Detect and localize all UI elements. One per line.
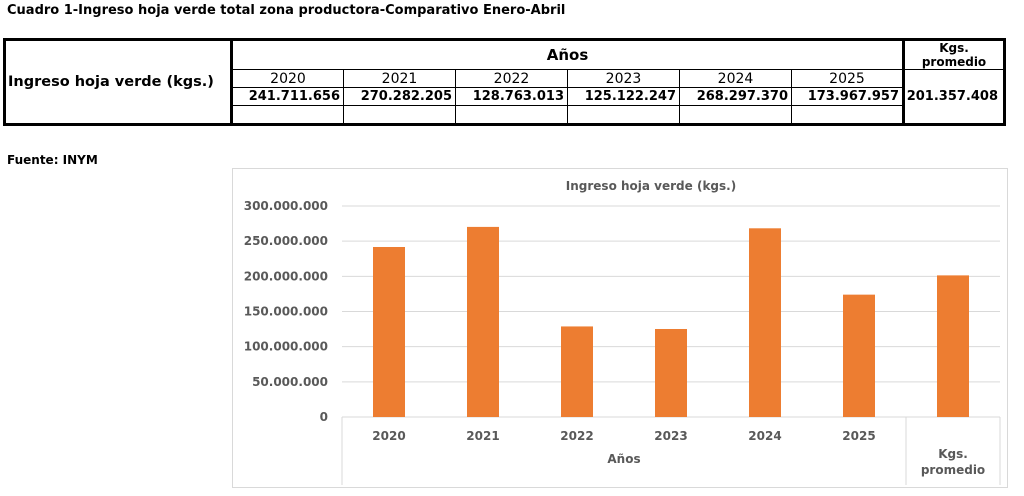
y-tick-label: 200.000.000 xyxy=(244,269,328,283)
y-tick-label: 50.000.000 xyxy=(252,375,328,389)
value-cell: 268.297.370 xyxy=(679,87,792,106)
header-years: Años xyxy=(230,38,904,70)
bar xyxy=(843,294,875,417)
year-cell: 2024 xyxy=(679,69,792,88)
value-cell: 270.282.205 xyxy=(343,87,456,106)
y-tick-label: 0 xyxy=(320,410,328,424)
bar xyxy=(937,275,969,417)
empty-cell xyxy=(679,105,792,126)
value-cell: 128.763.013 xyxy=(455,87,568,106)
empty-cell xyxy=(343,105,456,126)
empty-cell xyxy=(567,105,680,126)
bar xyxy=(561,326,593,417)
x-tick-label: 2025 xyxy=(842,429,875,443)
year-cell: 2021 xyxy=(343,69,456,88)
header-avg: Kgs. promedio xyxy=(902,38,1006,70)
avg-value: 201.357.408 xyxy=(902,69,1006,126)
empty-cell xyxy=(791,105,904,126)
source-note: Fuente: INYM xyxy=(7,153,98,167)
bar xyxy=(467,226,499,417)
bar xyxy=(655,328,687,417)
value-cell: 241.711.656 xyxy=(230,87,344,106)
x-tick-label: 2021 xyxy=(466,429,499,443)
x-group-label: promedio xyxy=(921,463,985,477)
row-label: Ingreso hoja verde (kgs.) xyxy=(8,74,214,90)
x-tick-label: 2020 xyxy=(372,429,405,443)
x-tick-label: 2023 xyxy=(654,429,687,443)
y-tick-label: 300.000.000 xyxy=(244,199,328,213)
year-cell: 2022 xyxy=(455,69,568,88)
empty-cell xyxy=(455,105,568,126)
y-tick-label: 150.000.000 xyxy=(244,305,328,319)
chart-title: Ingreso hoja verde (kgs.) xyxy=(566,179,736,193)
value-cell: 125.122.247 xyxy=(567,87,680,106)
row-label-cell: Ingreso hoja verde (kgs.) xyxy=(3,38,232,126)
y-tick-label: 100.000.000 xyxy=(244,340,328,354)
year-cell: 2023 xyxy=(567,69,680,88)
y-tick-label: 250.000.000 xyxy=(244,234,328,248)
x-group-label: Kgs. xyxy=(938,447,968,461)
bar xyxy=(373,246,405,417)
year-cell: 2020 xyxy=(230,69,344,88)
table-title: Cuadro 1-Ingreso hoja verde total zona p… xyxy=(7,3,566,18)
bar-chart: Ingreso hoja verde (kgs.) 0 50.000.000 100.… xyxy=(232,168,1008,488)
x-tick-label: 2024 xyxy=(748,429,781,443)
data-table: Ingreso hoja verde (kgs.) Años Kgs. prom… xyxy=(3,38,1006,126)
x-tick-label: 2022 xyxy=(560,429,593,443)
empty-cell xyxy=(230,105,344,126)
value-cell: 173.967.957 xyxy=(791,87,904,106)
year-cell: 2025 xyxy=(791,69,904,88)
x-group-label: Años xyxy=(607,452,640,466)
chart-svg: Ingreso hoja verde (kgs.) 0 50.000.000 100.… xyxy=(244,179,1001,485)
bar xyxy=(749,228,781,417)
